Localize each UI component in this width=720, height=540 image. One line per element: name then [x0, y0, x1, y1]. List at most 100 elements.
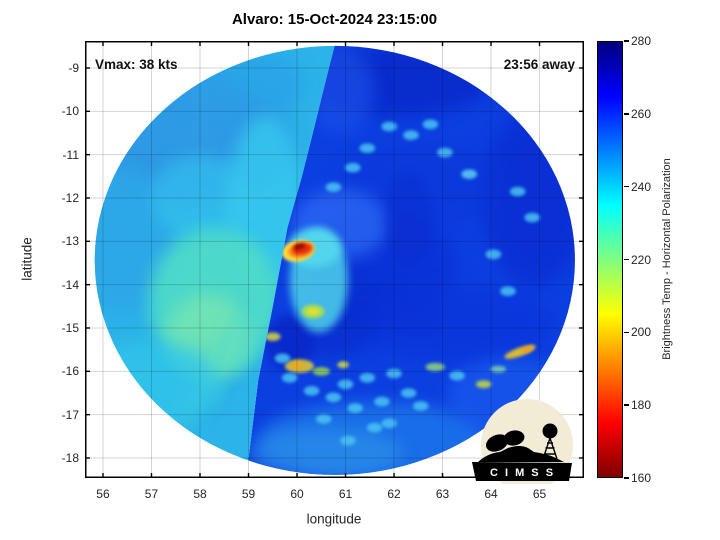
colorbar-tick-label: 260	[631, 106, 652, 121]
swath-texture-blob	[208, 299, 250, 409]
colorbar-tick-label: 180	[631, 398, 652, 413]
x-tick-label: 65	[532, 487, 547, 501]
convective-speckle	[290, 361, 304, 369]
colorbar-tick	[624, 113, 629, 115]
swath-texture-blob	[384, 172, 433, 268]
colorbar-tick	[624, 185, 629, 188]
y-tick-label: -12	[61, 190, 79, 205]
y-tick-label: -17	[61, 407, 79, 422]
colorbar-tick	[624, 331, 629, 334]
y-axis-label: latitude	[19, 237, 35, 281]
convective-speckle	[359, 373, 376, 383]
convective-speckle	[509, 186, 526, 197]
chart-title: Alvaro: 15-Oct-2024 23:15:00	[231, 11, 438, 28]
colorbar-tick	[624, 404, 629, 406]
convective-speckle	[281, 373, 298, 383]
convective-speckle	[366, 422, 383, 433]
convective-speckle	[303, 386, 320, 396]
satellite-dish-icon	[503, 430, 525, 446]
colorbar-tick	[624, 477, 629, 479]
convective-speckle	[422, 119, 439, 130]
satellite-dish-icon	[486, 434, 508, 452]
swath-texture-blob	[182, 320, 228, 440]
convective-speckle	[381, 121, 398, 132]
convective-speckle	[315, 414, 332, 424]
y-tick-label: -11	[62, 147, 79, 162]
swath-texture-blob	[151, 154, 249, 242]
convective-speckle	[412, 401, 429, 411]
convective-speckle	[337, 379, 354, 390]
x-axis-label: longitude	[306, 511, 362, 527]
swath-texture-blob	[236, 277, 271, 379]
convective-speckle	[485, 249, 502, 260]
colorbar-tick-label: 220	[631, 252, 652, 267]
swath-texture-blob	[248, 427, 404, 475]
cimss-logo: C I M S S	[472, 399, 573, 484]
x-tick-label: 61	[338, 487, 353, 501]
convective-speckle	[524, 212, 540, 223]
x-tick-label: 63	[435, 487, 450, 501]
hotspot-blob	[306, 308, 320, 315]
right-swath	[246, 45, 575, 475]
convective-speckle	[403, 130, 419, 140]
storm-disk	[94, 45, 575, 475]
colorbar-tick	[624, 40, 629, 42]
water-tower-legs	[541, 437, 559, 463]
convective-speckle	[425, 362, 445, 372]
convective-speckle	[265, 332, 281, 342]
convective-speckle	[461, 169, 478, 179]
convective-speckle	[400, 388, 417, 398]
colorbar-tick-label: 280	[631, 34, 652, 48]
colorbar-tick-label: 240	[631, 179, 652, 194]
water-tower-icon	[542, 423, 558, 439]
x-tick-label: 56	[96, 487, 110, 501]
colorbar-tick-label: 160	[631, 471, 652, 485]
convective-speckle	[437, 147, 453, 158]
convective-speckle	[325, 182, 342, 192]
logo-silhouette	[478, 423, 564, 462]
convective-speckle	[325, 392, 342, 403]
y-tick-label: -15	[61, 320, 79, 335]
swath-texture-blob	[360, 284, 555, 363]
logo-banner	[472, 462, 572, 481]
convective-speckle	[274, 353, 291, 364]
convective-speckle	[345, 162, 361, 173]
x-tick-label: 58	[193, 487, 207, 501]
x-tick-label: 59	[241, 487, 256, 501]
convective-speckle	[359, 143, 376, 153]
vmax-annotation: Vmax: 38 kts	[95, 57, 178, 72]
y-tick-label: -13	[61, 234, 79, 249]
convective-speckle	[386, 368, 402, 379]
y-tick-label: -14	[61, 277, 79, 292]
x-tick-label: 57	[144, 487, 159, 501]
storm-map	[85, 41, 584, 478]
colorbar-tick-label: 200	[631, 325, 652, 340]
grid-lines	[85, 41, 584, 478]
convective-speckle	[500, 286, 516, 296]
y-tick-label: -16	[61, 364, 79, 379]
convective-speckle	[521, 346, 533, 353]
y-tick-label: -18	[61, 450, 79, 465]
convective-speckle	[374, 396, 390, 407]
colorbar-tick	[624, 258, 629, 261]
convective-speckle	[337, 361, 349, 369]
colorbar-label: Brightness Temp - Horizontal Polarizatio…	[661, 158, 673, 360]
time-annotation: 23:56 away	[503, 57, 575, 72]
x-tick-label: 64	[484, 487, 498, 501]
convective-speckle	[340, 435, 356, 446]
convective-speckle	[381, 418, 398, 429]
logo-text: C I M S S	[490, 467, 555, 479]
convective-speckle	[490, 365, 507, 373]
y-tick-label: -9	[68, 60, 79, 75]
convective-speckle	[475, 380, 492, 389]
convective-speckle	[347, 403, 364, 413]
hotspot-blob	[293, 243, 306, 250]
x-tick-label: 62	[387, 487, 401, 501]
x-tick-label: 60	[290, 487, 304, 501]
convective-speckle	[312, 367, 330, 376]
convective-speckle	[449, 370, 465, 381]
colorbar	[597, 41, 623, 478]
y-tick-label: -10	[61, 104, 79, 119]
plot-border	[85, 41, 584, 478]
